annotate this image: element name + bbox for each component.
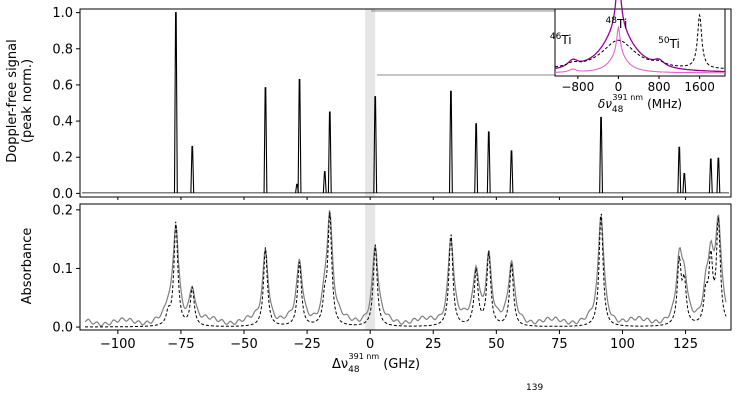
- top-peak-2: [263, 87, 268, 193]
- bottom-ytick-label-2: 0.2: [52, 203, 73, 218]
- top-ytick-label-2: 0.4: [52, 115, 73, 130]
- footer-fragment: 139: [526, 383, 543, 393]
- top-peak-15: [708, 158, 713, 193]
- bottom-ytick-label-1: 0.1: [52, 262, 73, 277]
- inset-xlabel-sup: 391 nm: [612, 93, 643, 102]
- top-panel: 0.0 0.2 0.4 0.6 0.8 1.0 Doppler-free signal (…: [5, 6, 732, 202]
- inset-xtick-label-3: 1600: [684, 80, 715, 94]
- bottom-ytick-label-0: 0.0: [52, 321, 73, 336]
- top-peak-6: [327, 111, 332, 193]
- bottom-xtick-label-9: 125: [673, 337, 698, 352]
- bottom-xtick-label-7: 75: [551, 337, 568, 352]
- bottom-xlabel: Δν48 391 nm(GHz): [332, 352, 420, 375]
- bottom-highlight-band: [365, 204, 376, 330]
- bottom-xtick-label-0: −100: [100, 337, 136, 352]
- top-highlight-band: [365, 9, 376, 197]
- inset-xtick-label-1: 0: [615, 80, 623, 94]
- inset-isotope-symbol: Ti: [616, 17, 627, 31]
- top-peak-9: [474, 123, 479, 193]
- inset-isotope-symbol: Ti: [560, 33, 571, 47]
- top-y-ticks: 0.0 0.2 0.4 0.6 0.8 1.0: [52, 6, 80, 202]
- top-ytick-label-1: 0.2: [52, 151, 73, 166]
- bottom-xtick-label-4: 0: [366, 337, 374, 352]
- bottom-xlabel-sub: 48: [348, 365, 360, 375]
- top-panel-frame: [79, 8, 732, 198]
- inset-curves: [554, 0, 725, 74]
- bottom-panel: 0.0 0.1 0.2 −100 −75 −50 −25 0 25 50 75 100 125 Abs…: [20, 197, 732, 375]
- inset-isotope-mass: 48: [606, 16, 618, 26]
- inset-isotope-label-1: 48Ti: [606, 16, 628, 31]
- top-peak-0: [173, 12, 178, 193]
- top-peak-16: [716, 157, 721, 193]
- bottom-xtick-label-6: 50: [488, 337, 505, 352]
- top-ylabel-line2: (peak norm.): [20, 59, 35, 143]
- top-ytick-label-5: 1.0: [52, 6, 73, 21]
- top-peaks: [173, 12, 721, 193]
- top-ytick-label-0: 0.0: [52, 187, 73, 202]
- inset-isotope-label-0: 46Ti: [550, 32, 572, 47]
- inset-xlabel-sub: 48: [612, 105, 624, 115]
- inset-background: [554, 8, 726, 77]
- bottom-xlabel-sup: 391 nm: [349, 352, 380, 361]
- bottom-panel-frame: [79, 203, 732, 331]
- inset-isotope-mass: 46: [550, 32, 562, 42]
- inset-xtick-label-0: −800: [561, 80, 594, 94]
- top-peak-13: [677, 146, 682, 193]
- top-peak-4: [297, 78, 302, 193]
- bottom-xlabel-prefix: Δν: [332, 357, 348, 372]
- top-peak-12: [599, 116, 604, 193]
- top-ytick-label-4: 0.8: [52, 42, 73, 57]
- top-peak-7: [373, 96, 378, 193]
- inset-inner-curve: [555, 25, 725, 74]
- top-peak-11: [509, 150, 514, 193]
- inset-xtick-label-2: 800: [648, 80, 671, 94]
- top-ylabel-line1: Doppler-free signal: [5, 39, 20, 163]
- bottom-xtick-label-3: −25: [293, 337, 320, 352]
- bottom-xtick-label-8: 100: [610, 337, 635, 352]
- bottom-xlabel-unit: (GHz): [383, 357, 420, 372]
- bottom-fit-trace: [85, 212, 727, 328]
- inset-outer-curve: [554, 0, 725, 73]
- bottom-xtick-label-5: 25: [425, 337, 442, 352]
- inset-isotope-label-2: 50Ti: [658, 36, 680, 51]
- bottom-xtick-label-1: −75: [167, 337, 194, 352]
- bottom-absorbance-trace: [84, 210, 727, 327]
- inset-xlabel-prefix: δν: [598, 97, 612, 111]
- inset-isotope-mass: 50: [658, 36, 670, 46]
- bottom-ylabel: Absorbance: [20, 228, 35, 305]
- top-ytick-label-3: 0.6: [52, 78, 73, 93]
- inset-data-curve: [554, 13, 725, 69]
- top-peak-14: [682, 172, 687, 193]
- top-peak-10: [486, 131, 491, 193]
- bottom-xtick-label-2: −50: [230, 337, 257, 352]
- bottom-y-ticks: 0.0 0.1 0.2: [52, 203, 80, 336]
- inset-isotope-symbol: Ti: [669, 37, 680, 51]
- inset-xlabel-unit: (MHz): [647, 97, 682, 111]
- bottom-x-ticks: −100 −75 −50 −25 0 25 50 75 100 125: [100, 197, 698, 352]
- inset-x-ticks: −800 0 800 1600: [561, 76, 715, 94]
- inset-xlabel: δν48 391 nm (MHz): [598, 93, 682, 115]
- top-peak-5: [322, 171, 327, 193]
- top-peak-1: [190, 145, 195, 193]
- top-peak-8: [448, 90, 453, 193]
